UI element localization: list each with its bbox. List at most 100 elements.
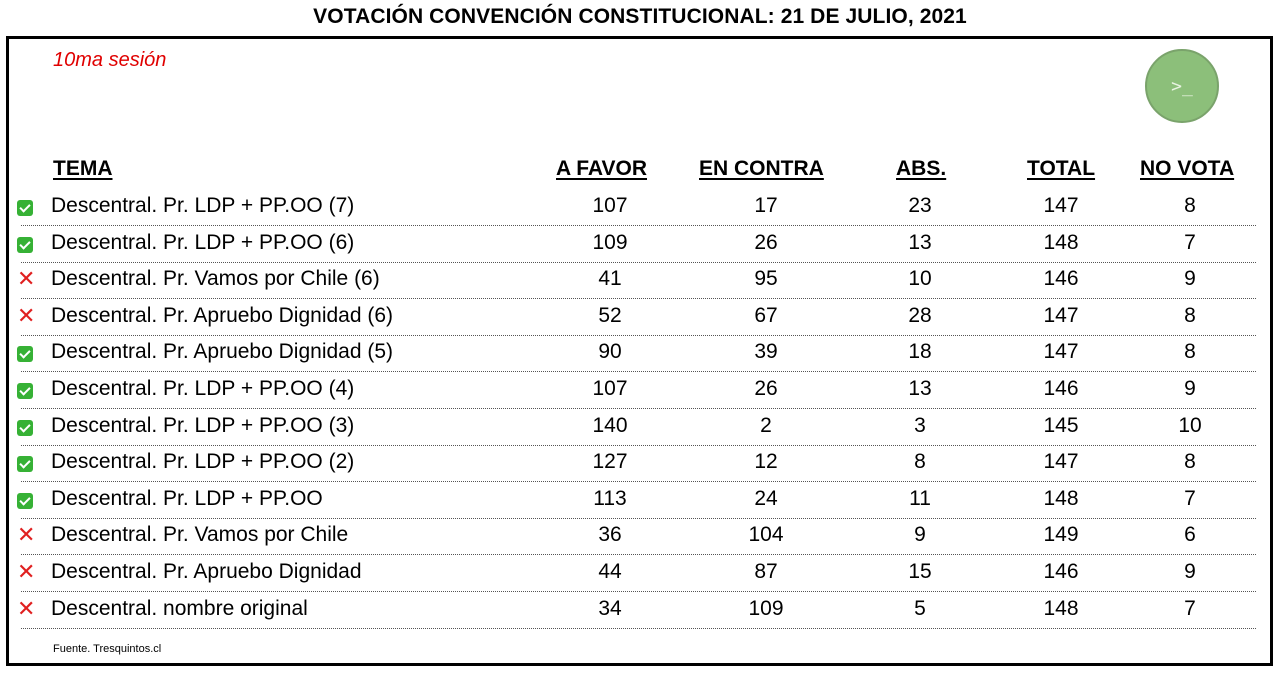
- check-icon: [17, 346, 33, 363]
- row-divider: [21, 371, 1256, 373]
- cell-total: 146: [1043, 377, 1079, 400]
- table-row: Descentral. Pr. LDP + PP.OO 113 24 11 148 7: [9, 482, 1270, 519]
- cell-abs: 15: [908, 560, 932, 583]
- table-row: Descentral. Pr. LDP + PP.OO (3) 140 2 3 145 1…: [9, 409, 1270, 446]
- cross-icon: ✕: [17, 302, 36, 328]
- cell-no-vota: 10: [1178, 413, 1202, 437]
- cell-no-vota: 8: [1184, 194, 1196, 217]
- cell-en-contra: 39: [754, 340, 778, 364]
- table-row: Descentral. Pr. LDP + PP.OO (4) 107 26 13 14…: [9, 372, 1270, 409]
- cell-a-favor: 107: [592, 194, 628, 217]
- cell-a-favor: 41: [598, 267, 622, 291]
- cell-en-contra: 17: [754, 194, 778, 217]
- cell-a-favor: 127: [592, 450, 628, 474]
- cell-tema: Descentral. Pr. LDP + PP.OO (2): [51, 450, 355, 474]
- row-divider: [21, 261, 1256, 263]
- cell-en-contra: 26: [754, 230, 778, 254]
- header-en-contra: EN CONTRA: [699, 157, 824, 180]
- cell-total: 148: [1043, 596, 1079, 620]
- cell-a-favor: 107: [592, 377, 628, 400]
- cell-a-favor: 36: [598, 523, 622, 547]
- cell-abs: 11: [909, 486, 931, 510]
- cell-abs: 13: [908, 377, 932, 400]
- cell-en-contra: 67: [754, 303, 778, 327]
- cell-total: 147: [1043, 194, 1079, 217]
- cell-a-favor: 113: [593, 486, 627, 510]
- table-row: ✕ Descentral. nombre original 34 109 5 148 7: [9, 592, 1270, 629]
- check-icon: [17, 492, 33, 509]
- cell-total: 147: [1043, 303, 1079, 327]
- cell-tema: Descentral. Pr. LDP + PP.OO (7): [51, 194, 355, 217]
- row-divider: [21, 627, 1256, 629]
- cell-no-vota: 6: [1184, 523, 1196, 547]
- header-abs: ABS.: [896, 157, 947, 180]
- cell-no-vota: 9: [1184, 377, 1196, 400]
- cell-en-contra: 109: [748, 596, 784, 620]
- check-icon: [17, 383, 33, 399]
- cell-abs: 9: [914, 523, 926, 547]
- cell-no-vota: 7: [1184, 230, 1196, 254]
- cell-a-favor: 34: [598, 596, 622, 620]
- cell-total: 148: [1043, 486, 1079, 510]
- cell-abs: 18: [908, 340, 932, 364]
- cross-icon: ✕: [17, 266, 36, 292]
- cell-en-contra: 26: [754, 377, 778, 400]
- check-icon: [17, 456, 33, 473]
- cell-no-vota: 9: [1184, 267, 1196, 291]
- cell-no-vota: 7: [1184, 596, 1196, 620]
- row-divider: [21, 591, 1256, 592]
- cross-icon: ✕: [17, 522, 36, 548]
- cell-total: 148: [1043, 230, 1079, 254]
- terminal-prompt-icon: >_: [1171, 75, 1193, 97]
- row-divider: [21, 408, 1256, 409]
- page-title: VOTACIÓN CONVENCIÓN CONSTITUCIONAL: 21 D…: [313, 5, 967, 28]
- cell-total: 145: [1043, 413, 1079, 437]
- cell-no-vota: 7: [1184, 486, 1196, 510]
- session-label: 10ma sesión: [53, 49, 167, 71]
- cell-a-favor: 52: [598, 303, 622, 327]
- cell-en-contra: 12: [754, 450, 778, 474]
- cell-abs: 23: [908, 194, 932, 217]
- cell-no-vota: 8: [1184, 340, 1196, 364]
- cell-abs: 13: [908, 230, 932, 254]
- cell-tema: Descentral. Pr. Apruebo Dignidad: [51, 560, 362, 583]
- table-row: Descentral. Pr. LDP + PP.OO (6) 109 26 13 14…: [9, 226, 1270, 263]
- row-divider: [21, 554, 1256, 556]
- cross-icon: ✕: [17, 595, 36, 621]
- cell-abs: 10: [908, 267, 932, 291]
- cell-abs: 28: [908, 303, 932, 327]
- cell-en-contra: 87: [754, 560, 778, 583]
- row-divider: [21, 481, 1256, 483]
- cell-tema: Descentral. Pr. Vamos por Chile: [51, 523, 349, 547]
- cell-total: 149: [1043, 523, 1079, 547]
- table-row: ✕ Descentral. Pr. Vamos por Chile (6) 41 95…: [9, 262, 1270, 300]
- cell-a-favor: 109: [592, 230, 628, 254]
- cell-tema: Descentral. Pr. Vamos por Chile (6): [51, 267, 380, 291]
- cell-total: 147: [1043, 340, 1079, 364]
- cell-total: 146: [1043, 267, 1079, 291]
- cell-en-contra: 95: [754, 267, 778, 291]
- table-row: ✕ Descentral. Pr. Apruebo Dignidad 44 87 15 1…: [9, 555, 1270, 592]
- header-no-vota: NO VOTA: [1140, 157, 1235, 180]
- table-row: ✕ Descentral. Pr. Apruebo Dignidad (6) 52 6…: [9, 299, 1270, 336]
- table-row: Descentral. Pr. LDP + PP.OO (7) 107 17 23 14…: [9, 189, 1270, 226]
- cell-a-favor: 90: [598, 340, 622, 364]
- cell-no-vota: 9: [1184, 560, 1196, 583]
- cell-tema: Descentral. Pr. LDP + PP.OO (6): [51, 230, 355, 254]
- row-divider: [21, 225, 1256, 226]
- cell-tema: Descentral. Pr. LDP + PP.OO: [51, 486, 323, 510]
- logo: >_: [1145, 49, 1219, 123]
- row-divider: [21, 334, 1256, 336]
- table-header: TEMA A FAVOR EN CONTRA ABS. TOTAL NO VOT…: [9, 157, 1270, 187]
- cell-tema: Descentral. nombre original: [51, 596, 308, 620]
- table-row: Descentral. Pr. Apruebo Dignidad (5) 90 39…: [9, 335, 1270, 373]
- row-divider: [21, 444, 1256, 446]
- vote-table-panel: 10ma sesión >_ TEMA A FAVOR EN CONTRA AB…: [6, 36, 1273, 666]
- cell-total: 146: [1043, 560, 1079, 583]
- check-icon: [17, 200, 33, 216]
- cell-tema: Descentral. Pr. LDP + PP.OO (4): [51, 377, 355, 400]
- cell-abs: 8: [914, 450, 926, 474]
- cell-tema: Descentral. Pr. Apruebo Dignidad (5): [51, 340, 394, 364]
- cell-en-contra: 2: [760, 413, 772, 437]
- table-row: Descentral. Pr. LDP + PP.OO (2) 127 12 8 147…: [9, 445, 1270, 483]
